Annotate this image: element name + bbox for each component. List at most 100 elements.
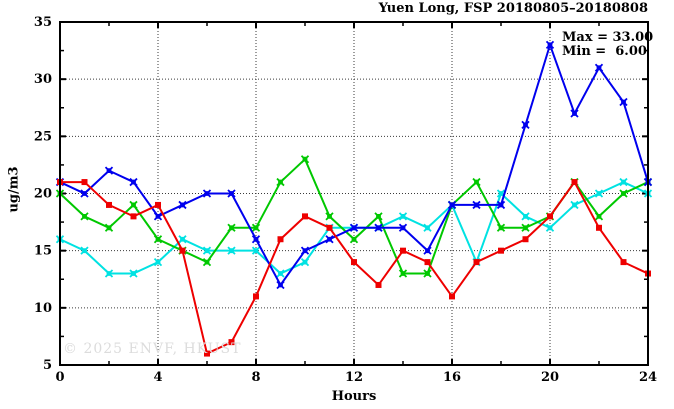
marker-red-series — [596, 224, 602, 231]
marker-green-series — [619, 189, 628, 198]
marker-cyan-series — [276, 269, 285, 278]
marker-green-series — [521, 223, 530, 232]
marker-blue-series — [594, 63, 604, 72]
marker-blue-series — [104, 166, 114, 175]
y-tick-label: 30 — [34, 72, 52, 87]
y-tick-label: 20 — [34, 187, 52, 202]
marker-red-series — [522, 236, 529, 243]
marker-cyan-series — [202, 246, 212, 255]
marker-blue-series — [129, 177, 138, 187]
y-tick-label: 25 — [34, 129, 52, 144]
marker-cyan-series — [129, 269, 138, 278]
x-tick-label: 12 — [345, 370, 363, 385]
plot-border — [59, 21, 649, 366]
marker-blue-series — [202, 189, 212, 198]
marker-green-series — [276, 177, 285, 187]
marker-green-series — [496, 223, 506, 232]
marker-blue-series — [472, 200, 481, 210]
x-tick-label: 0 — [55, 370, 64, 385]
marker-green-series — [423, 269, 432, 278]
chart-title: Yuen Long, FSP 20180805–20180808 — [378, 1, 648, 16]
marker-cyan-series — [619, 177, 628, 187]
marker-cyan-series — [521, 212, 530, 221]
marker-green-series — [251, 223, 261, 232]
marker-blue-series — [496, 200, 506, 210]
marker-green-series — [325, 212, 334, 221]
series-line-red-series — [60, 180, 649, 355]
marker-blue-series — [251, 235, 261, 244]
marker-red-series — [277, 236, 284, 243]
marker-red-series — [400, 247, 406, 254]
marker-blue-series — [349, 223, 359, 232]
marker-green-series — [153, 235, 163, 244]
marker-blue-series — [619, 97, 628, 107]
marker-cyan-series — [300, 257, 310, 267]
marker-blue-series — [276, 280, 285, 290]
marker-cyan-series — [570, 200, 579, 210]
marker-cyan-series — [545, 223, 555, 232]
watermark: © 2025 ENVF, HKUST — [63, 341, 242, 357]
marker-green-series — [300, 155, 310, 164]
marker-red-series — [498, 247, 504, 254]
marker-green-series — [80, 212, 89, 221]
marker-blue-series — [423, 246, 432, 255]
marker-cyan-series — [251, 246, 261, 255]
y-tick-label: 35 — [34, 15, 52, 30]
marker-red-series — [375, 281, 382, 288]
y-tick-label: 5 — [43, 358, 52, 373]
marker-blue-series — [325, 235, 334, 244]
marker-red-series — [302, 213, 308, 220]
x-tick-label: 16 — [443, 370, 461, 385]
marker-red-series — [130, 213, 137, 220]
x-axis-label: Hours — [331, 389, 377, 404]
marker-green-series — [594, 212, 604, 221]
marker-red-series — [326, 224, 333, 231]
marker-blue-series — [570, 109, 579, 118]
marker-cyan-series — [104, 269, 114, 278]
series-line-blue-series — [59, 41, 649, 287]
marker-red-series — [620, 259, 627, 266]
marker-cyan-series — [594, 189, 604, 198]
y-axis-label: ug/m3 — [6, 166, 22, 213]
marker-red-series — [253, 293, 259, 300]
marker-red-series — [228, 339, 235, 346]
legend-max-value: Max = 33.00 — [562, 30, 654, 45]
marker-blue-series — [545, 40, 555, 50]
marker-green-series — [202, 257, 212, 267]
marker-green-series — [104, 223, 114, 232]
x-tick-label: 8 — [251, 370, 260, 385]
marker-blue-series — [521, 120, 530, 130]
marker-green-series — [374, 212, 383, 221]
marker-red-series — [106, 201, 112, 208]
marker-green-series — [398, 269, 408, 278]
marker-red-series — [449, 293, 455, 300]
marker-cyan-series — [178, 235, 187, 244]
marker-red-series — [204, 350, 210, 357]
marker-blue-series — [374, 223, 383, 232]
marker-red-series — [473, 259, 480, 266]
marker-green-series — [227, 223, 236, 232]
marker-red-series — [424, 259, 431, 266]
y-tick-label: 10 — [34, 301, 52, 316]
marker-green-series — [349, 235, 359, 244]
marker-red-series — [81, 179, 88, 186]
marker-cyan-series — [423, 223, 432, 232]
x-tick-label: 24 — [639, 370, 657, 385]
marker-blue-series — [398, 223, 408, 232]
marker-green-series — [472, 177, 481, 187]
marker-green-series — [129, 200, 138, 210]
marker-cyan-series — [153, 257, 163, 267]
marker-blue-series — [178, 200, 187, 210]
marker-red-series — [571, 179, 578, 186]
marker-cyan-series — [227, 246, 236, 255]
marker-blue-series — [447, 200, 457, 210]
marker-cyan-series — [80, 246, 89, 255]
marker-red-series — [547, 213, 553, 220]
marker-blue-series — [227, 189, 236, 198]
marker-blue-series — [153, 212, 163, 221]
marker-blue-series — [300, 246, 310, 255]
x-tick-label: 4 — [153, 370, 162, 385]
y-tick-label: 15 — [34, 244, 52, 259]
